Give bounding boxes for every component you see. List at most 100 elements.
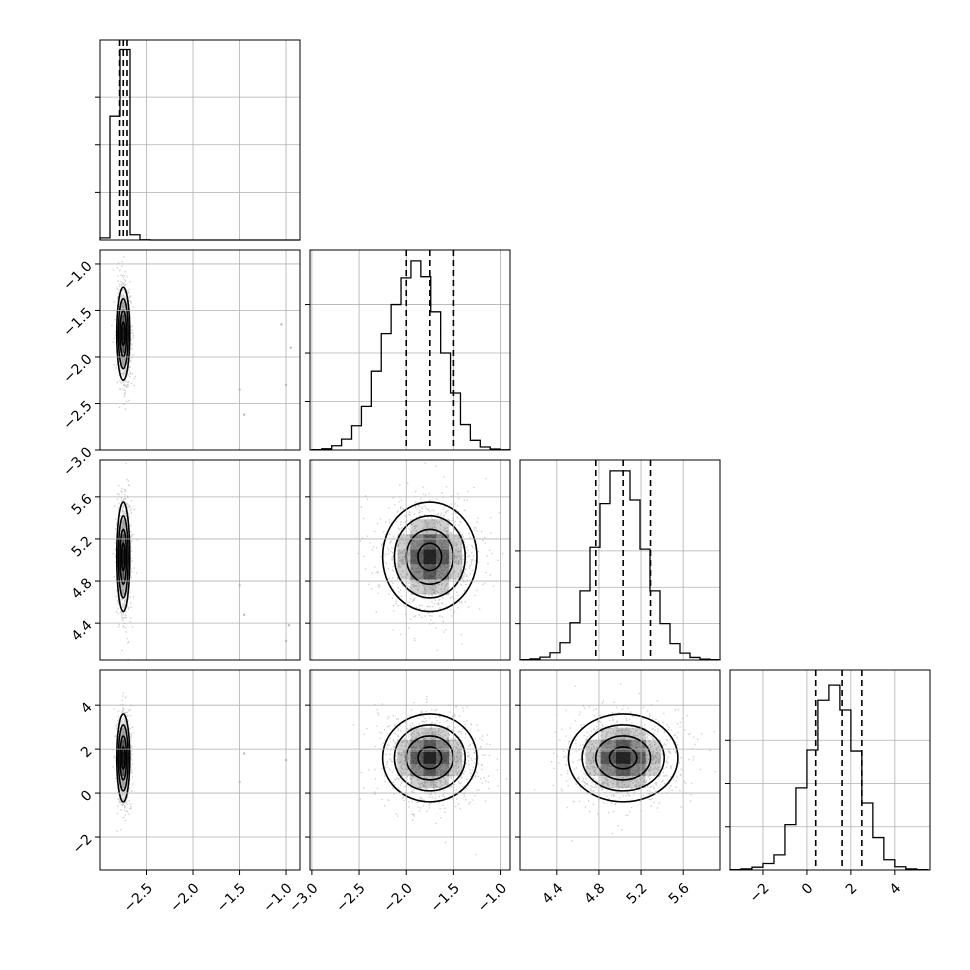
x-tick-label: −1.0: [260, 880, 295, 915]
y-tick-label: −1.5: [60, 305, 95, 340]
panel-frame: [729, 669, 931, 871]
y-tick-label: 2: [78, 743, 96, 761]
density-cell: [120, 534, 123, 550]
scatter-panel-2-3: [515, 669, 721, 871]
x-tick-label: −1.0: [475, 880, 510, 915]
density-cell: [449, 564, 463, 580]
density-cell: [124, 519, 126, 535]
y-tick-label: 4: [78, 699, 96, 717]
density-cell: [120, 519, 123, 535]
panel-content: [357, 462, 504, 651]
density-cell: [423, 751, 437, 764]
x-tick-label: −2.5: [333, 880, 368, 915]
panel-content: [111, 256, 292, 416]
x-tick-label: 2: [843, 880, 861, 898]
scatter-panel-0-2: 4.4 4.8 5.2 5.6: [69, 459, 301, 661]
density-cell: [124, 340, 126, 353]
density-cell: [410, 751, 424, 764]
panel-content: [352, 695, 507, 856]
density-cell: [423, 564, 437, 580]
outlier-point: [243, 613, 246, 616]
contour-level-2: [117, 514, 129, 599]
outlier-point: [280, 323, 283, 326]
outlier-point: [243, 413, 246, 416]
density-cell: [423, 739, 437, 752]
density-cell: [120, 763, 123, 777]
density-cell: [397, 534, 411, 550]
density-cell: [122, 519, 125, 535]
hist-panel-0: [95, 39, 301, 241]
density-cell: [124, 776, 126, 789]
panel-frame: [309, 249, 511, 451]
histogram-step-2: [519, 470, 721, 661]
panel-content: [533, 683, 716, 842]
contour-level-1: [119, 735, 128, 781]
density-cell: [120, 352, 123, 366]
density-cell: [124, 314, 126, 328]
x-tick-label: −3.0: [286, 880, 321, 915]
x-tick-label: 4.4: [539, 880, 566, 907]
panel-content: [112, 462, 290, 660]
density-cell: [397, 564, 411, 580]
x-tick-label: 4.8: [582, 880, 609, 907]
density-cell: [436, 519, 450, 535]
x-tick-label: −2.0: [167, 880, 202, 915]
y-tick-label: 0: [78, 787, 96, 805]
panel-frame: [309, 459, 511, 661]
density-cell: [585, 751, 601, 764]
density-cell: [122, 727, 125, 740]
density-cell: [423, 776, 437, 789]
density-cell: [423, 727, 437, 740]
panel-frame: [519, 669, 721, 871]
contour-level-2: [581, 724, 666, 792]
density-cell: [600, 776, 616, 789]
density-cell: [397, 549, 411, 565]
density-cell: [410, 776, 424, 789]
density-cell: [630, 727, 646, 740]
y-tick-label: 5.6: [69, 491, 96, 518]
density-cell: [449, 534, 463, 550]
density-cell: [423, 549, 437, 565]
outlier-point: [243, 752, 246, 755]
panel-frame: [519, 459, 721, 661]
density-cell: [124, 727, 126, 740]
density-cell: [615, 739, 631, 752]
hist-panel-2: [515, 459, 721, 661]
density-cell: [124, 352, 126, 366]
density-cell: [122, 751, 125, 764]
histogram-step-1: [311, 260, 511, 451]
density-cell: [615, 751, 631, 764]
hist-panel-1: [305, 249, 511, 451]
density-cell: [449, 751, 463, 764]
density-cell: [122, 549, 125, 565]
x-tick-label: 5.2: [624, 880, 651, 907]
density-cell: [122, 352, 125, 366]
density-cell: [122, 314, 125, 328]
density-cell: [449, 549, 463, 565]
y-tick-label: −1.0: [60, 258, 95, 293]
density-cell: [615, 776, 631, 789]
density-cell: [124, 579, 126, 595]
density-cell: [120, 314, 123, 328]
density-cell: [630, 776, 646, 789]
panel-content: [112, 692, 288, 832]
density-cell: [120, 579, 123, 595]
density-cell: [423, 534, 437, 550]
x-tick-label: −1.5: [214, 880, 249, 915]
y-tick-label: 4.4: [69, 617, 96, 644]
density-cell: [120, 727, 123, 740]
y-tick-label: 5.2: [69, 533, 96, 560]
density-cell: [122, 301, 125, 315]
density-cell: [397, 763, 411, 777]
panel-frame: [99, 459, 301, 661]
x-tick-label: 5.6: [666, 880, 693, 907]
density-cell: [122, 739, 125, 752]
outlier-point: [287, 624, 290, 627]
contour-level-3: [381, 713, 478, 803]
outlier-point: [289, 346, 292, 349]
density-cell: [645, 763, 661, 777]
contour-level-3: [115, 286, 131, 382]
panel-frame: [99, 249, 301, 451]
density-cell: [410, 549, 424, 565]
density-cell: [436, 549, 450, 565]
